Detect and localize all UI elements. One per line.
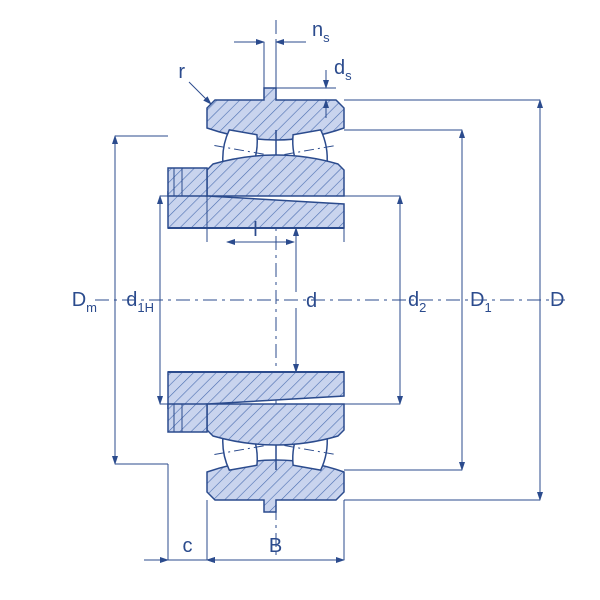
inner-ring-top	[207, 155, 344, 196]
label-B: B	[269, 535, 282, 557]
label-d2: d2	[408, 289, 426, 315]
leader-r	[189, 82, 211, 104]
label-ns: ns	[312, 19, 330, 45]
label-D1: D1	[470, 289, 492, 315]
label-r: r	[178, 61, 185, 83]
inner-ring-bottom	[207, 404, 344, 445]
label-d1H: d1H	[126, 289, 154, 315]
label-ds: ds	[334, 57, 352, 83]
label-d: d	[306, 290, 317, 312]
label-c: c	[183, 535, 193, 557]
label-l: l	[253, 219, 257, 241]
label-D: D	[550, 289, 564, 311]
sleeve-bottom	[168, 372, 344, 408]
label-Dm: Dm	[72, 289, 97, 315]
